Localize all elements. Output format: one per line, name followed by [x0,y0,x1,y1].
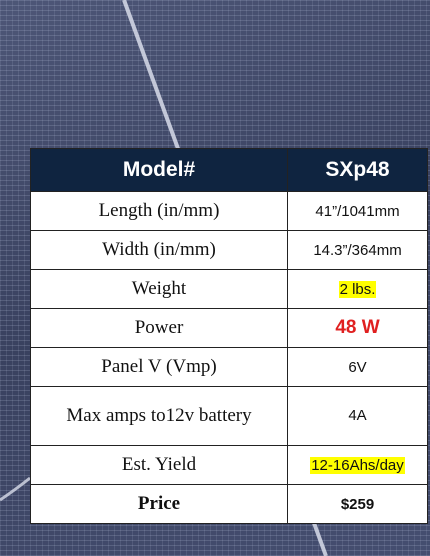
header-row: Model# SXp48 [31,149,428,192]
spec-value-cell: 12-16Ahs/day [288,446,428,485]
spec-label: Price [31,485,288,524]
spec-value: 48 W [335,317,379,338]
spec-row: Est. Yield 12-16Ahs/day [31,446,428,485]
spec-label: Width (in/mm) [31,231,288,270]
spec-value: 14.3”/364mm [288,231,428,270]
spec-label: Weight [31,270,288,309]
spec-row: Power 48 W [31,309,428,348]
spec-row: Length (in/mm) 41”/1041mm [31,192,428,231]
spec-value-cell: 48 W [288,309,428,348]
spec-value: 2 lbs. [339,281,377,298]
spec-value: 41”/1041mm [288,192,428,231]
spec-row: Weight 2 lbs. [31,270,428,309]
spec-label: Panel V (Vmp) [31,348,288,387]
panel-edge-curve [0,478,30,500]
spec-row: Width (in/mm) 14.3”/364mm [31,231,428,270]
spec-value: 12-16Ahs/day [310,457,405,474]
spec-row: Price $259 [31,485,428,524]
spec-row: Max amps to12v battery 4A [31,387,428,446]
spec-label: Max amps to12v battery [31,387,288,446]
spec-value: 4A [288,387,428,446]
spec-value: 6V [288,348,428,387]
spec-row: Panel V (Vmp) 6V [31,348,428,387]
page: {"table": { "header": ["Model#", "SXp48"… [0,0,430,556]
spec-label: Length (in/mm) [31,192,288,231]
header-cell: Model# [31,149,288,192]
spec-label: Power [31,309,288,348]
spec-table: Model# SXp48 Length (in/mm) 41”/1041mm W… [30,148,428,524]
spec-value: $259 [288,485,428,524]
spec-label: Est. Yield [31,446,288,485]
header-cell: SXp48 [288,149,428,192]
spec-value-cell: 2 lbs. [288,270,428,309]
